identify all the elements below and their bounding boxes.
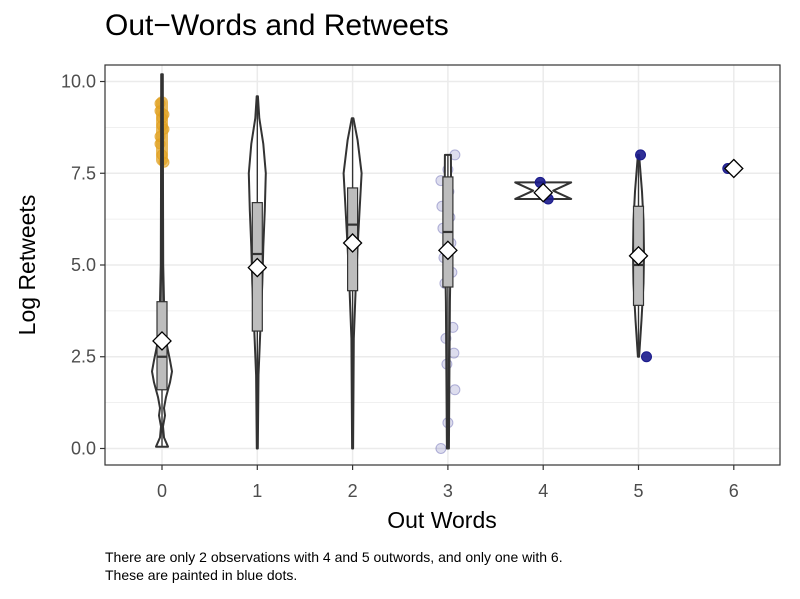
axis-layer: 0.0 2.5 5.0 7.5 10.0 0 1 2 3 4 5 6 [61, 72, 739, 501]
point-5 [635, 149, 646, 161]
data-layer [151, 73, 744, 454]
x-tick-label: 2 [348, 481, 358, 501]
x-tick-label: 6 [729, 481, 739, 501]
x-tick-label: 5 [633, 481, 643, 501]
x-tick-label: 4 [538, 481, 548, 501]
y-tick-label: 10.0 [61, 72, 96, 92]
x-tick-label: 0 [157, 481, 167, 501]
y-tick-label: 7.5 [71, 163, 96, 183]
caption-line-2: These are painted in blue dots. [105, 567, 297, 583]
mean-marker-6 [723, 158, 744, 179]
x-tick-label: 3 [443, 481, 453, 501]
point-5 [641, 351, 652, 363]
mean-marker-0 [152, 331, 172, 351]
y-tick-label: 0.0 [71, 438, 96, 458]
point-3 [449, 384, 461, 396]
mean-marker-3 [437, 240, 458, 261]
mean-marker-1 [247, 257, 268, 278]
mean-marker-4 [533, 182, 554, 203]
point-3 [435, 442, 447, 454]
mean-marker-2 [342, 233, 363, 253]
mean-marker-5 [628, 245, 649, 266]
caption-line-1: There are only 2 observations with 4 and… [105, 549, 563, 565]
y-axis-label: Log Retweets [14, 195, 40, 336]
x-axis-label: Out Words [387, 507, 497, 533]
chart-title: Out−Words and Retweets [105, 9, 449, 42]
x-tick-label: 1 [252, 481, 262, 501]
y-tick-label: 5.0 [71, 255, 96, 275]
y-tick-label: 2.5 [71, 347, 96, 367]
